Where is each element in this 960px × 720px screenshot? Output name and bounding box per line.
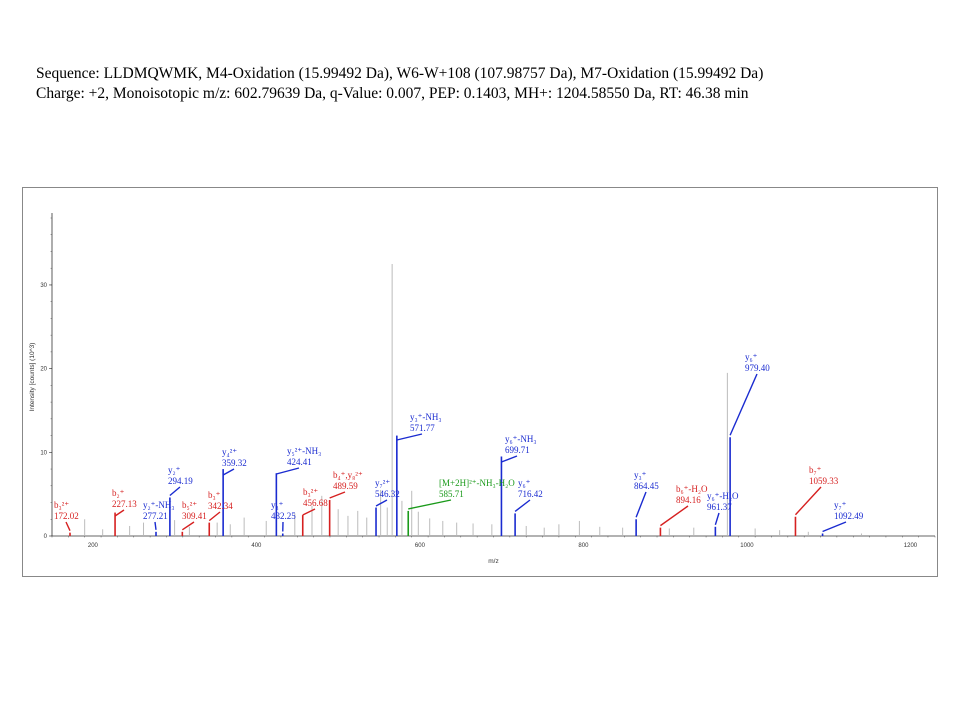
peak-label-546.32: 546.32 [375,489,400,499]
y-tick-label: 10 [40,450,47,456]
peak-leader-1059.33 [794,486,822,516]
peak-leader-894.16 [660,505,689,527]
peak-label-227.13: b₂⁺ [112,488,125,498]
peak-label-979.4: y₆⁺ [745,352,758,362]
charge-line: Charge: +2, Monoisotopic m/z: 602.79639 … [36,85,749,102]
peak-label-699.71: 699.71 [505,445,530,455]
peak-leader-342.34 [208,511,221,522]
peak-leader-699.71 [501,455,518,463]
peak-label-309.41: b₅²⁺ [182,500,197,510]
peak-label-894.16: 894.16 [676,495,701,505]
peak-leader-979.4 [729,373,758,436]
peak-label-277.21: 277.21 [143,511,168,521]
x-tick-label: 1000 [740,543,754,549]
peak-label-546.32: y₇²⁺ [375,478,390,488]
peak-label-1059.33: b₇⁺ [809,465,822,475]
peak-leader-489.59 [329,491,346,499]
peak-label-716.42: 716.42 [518,489,543,499]
annotated-peaks [69,435,824,536]
peak-leader-961.37 [714,512,720,526]
peak-label-489.59: b₄⁺,y₈²⁺ [333,470,363,480]
peak-leader-227.13 [114,509,125,517]
peak-label-585.71: 585.71 [439,489,464,499]
peak-label-309.41: 309.41 [182,511,207,521]
peak-leader-546.32 [375,499,388,507]
peak-leader-716.42 [514,499,531,512]
peak-label-571.77: y₃⁺-NH₃ [410,412,442,422]
x-tick-label: 800 [578,543,589,549]
peak-label-172.02: b₃²⁺ [54,500,69,510]
y-tick-label: 30 [40,283,47,289]
x-axis-label: m/z [488,558,498,565]
peak-label-894.16: b₆⁺-H₂O [676,484,708,494]
peak-leader-456.68 [302,508,316,516]
peak-leader-359.32 [222,468,235,476]
spectrum-frame: 0 10 20 30 200 400 600 800 1000 1200 m/z Intensity … [22,187,938,577]
spectrum-chart: 0 10 20 30 200 400 600 800 1000 1200 m/z Intensity … [29,213,936,565]
peak-label-864.45: y₃⁺ [634,470,647,480]
peak-label-979.4: 979.40 [745,363,770,373]
peak-leader-1092.49 [822,521,847,533]
peak-label-172.02: 172.02 [54,511,79,521]
axes: 0 10 20 30 200 400 600 800 1000 1200 m/z Intensity … [29,213,936,565]
peak-leader-585.71 [408,499,452,510]
peak-label-1059.33: 1059.33 [809,476,839,486]
peak-label-359.32: 359.32 [222,458,247,468]
x-tick-label: 200 [88,543,99,549]
y-tick-label: 20 [40,367,47,373]
peak-label-864.45: 864.45 [634,481,659,491]
y-tick-label: 0 [44,534,48,540]
peak-label-227.13: 227.13 [112,499,137,509]
peak-label-1092.49: 1092.49 [834,511,864,521]
peak-label-294.19: y₂⁺ [168,465,181,475]
peak-label-716.42: y₆⁺ [518,478,531,488]
peak-leader-294.19 [169,486,181,497]
spectrum-header: Sequence: LLDMQWMK, M4-Oxidation (15.994… [36,64,936,104]
peak-label-489.59: 489.59 [333,481,358,491]
peak-label-294.19: 294.19 [168,476,193,486]
x-tick-label: 600 [415,543,426,549]
peak-label-342.34: b₃⁺ [208,490,221,500]
unannotated-peaks [84,264,862,536]
peak-label-699.71: y₆⁺-NH₃ [505,434,537,444]
y-axis-label: Intensity [counts] (10^3) [29,343,36,412]
peak-leader-309.41 [181,521,195,531]
peak-label-277.21: y₂⁺-NH₃ [143,500,175,510]
peak-label-432.25: 432.25 [271,511,296,521]
peak-label-359.32: y₄²⁺ [222,447,237,457]
peak-leader-172.02 [65,521,71,531]
peak-leader-424.41 [276,467,300,475]
peak-label-424.41: y₅²⁺-NH₃ [287,446,321,456]
peak-leader-277.21 [154,521,157,530]
peak-label-424.41: 424.41 [287,457,312,467]
peak-label-961.37: y₆⁺-H₂O [707,491,739,501]
peak-label-342.34: 342.34 [208,501,233,511]
peak-label-961.37: 961.37 [707,502,732,512]
peak-leader-571.77 [396,433,423,441]
x-tick-label: 400 [251,543,262,549]
peak-label-585.71: [M+2H]²⁺-NH₃-H₂O [439,478,515,488]
peak-label-571.77: 571.77 [410,423,435,433]
peak-label-456.68: 456.68 [303,498,328,508]
peak-label-1092.49: y₇⁺ [834,500,847,510]
peak-label-432.25: y₃⁺ [271,500,284,510]
sequence-line: Sequence: LLDMQWMK, M4-Oxidation (15.994… [36,65,764,82]
peak-leader-864.45 [635,491,647,518]
peak-label-456.68: b₃²⁺ [303,487,318,497]
x-tick-label: 1200 [904,543,918,549]
